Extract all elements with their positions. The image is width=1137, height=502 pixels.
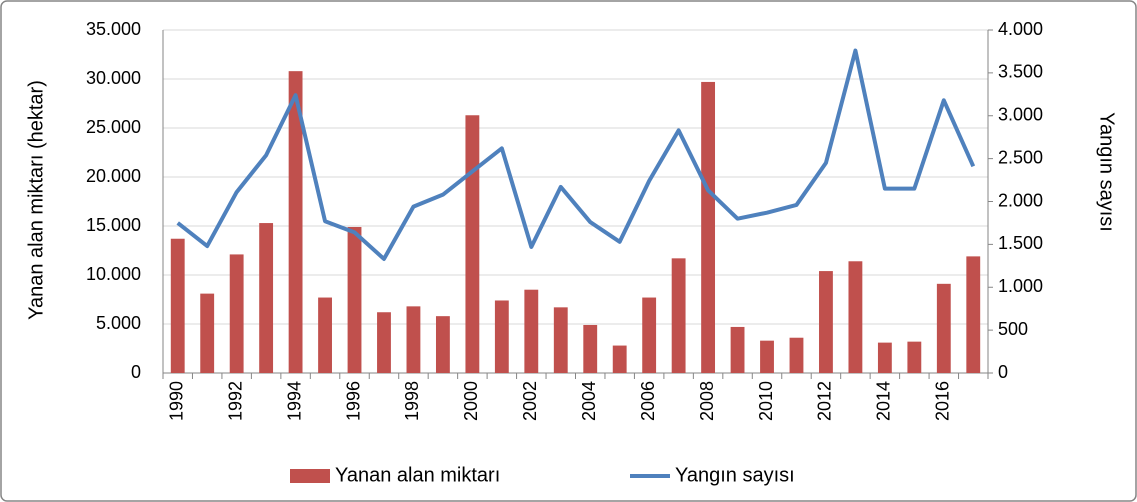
y-tick-label: 30.000 — [86, 68, 141, 88]
bar — [583, 324, 598, 373]
bar — [936, 283, 951, 373]
bar — [200, 293, 215, 373]
bar — [819, 271, 833, 373]
x-tick-label: 2000 — [461, 381, 481, 421]
y2-tick-label: 0 — [998, 362, 1008, 382]
bar — [288, 71, 303, 373]
y-tick-label: 5.000 — [96, 313, 141, 333]
bar — [612, 345, 627, 373]
x-tick-label: 1992 — [225, 381, 245, 421]
bar — [730, 326, 745, 373]
bar — [701, 81, 716, 373]
y-tick-label: 25.000 — [86, 117, 141, 137]
bar — [347, 226, 362, 373]
x-tick-label: 1998 — [402, 381, 422, 421]
bar — [671, 258, 686, 373]
bar — [760, 340, 774, 373]
x-tick-label: 2010 — [756, 381, 776, 421]
bar — [966, 256, 981, 373]
y2-tick-label: 1.500 — [998, 233, 1043, 253]
legend-label: Yangın sayısı — [675, 464, 795, 486]
y2-tick-label: 4.000 — [998, 19, 1043, 39]
y2-tick-label: 3.000 — [998, 105, 1043, 125]
y2-tick-label: 2.000 — [998, 190, 1043, 210]
bar — [494, 300, 509, 373]
bar — [406, 306, 421, 373]
bar — [848, 261, 863, 373]
bar — [524, 289, 539, 373]
x-tick-label: 2004 — [579, 381, 599, 421]
y-axis-title: Yanan alan miktarı (hektar) — [25, 80, 47, 320]
x-tick-label: 1996 — [343, 381, 363, 421]
bar — [642, 297, 657, 373]
x-tick-label: 2002 — [520, 381, 540, 421]
bar — [877, 342, 892, 373]
y-tick-label: 20.000 — [86, 166, 141, 186]
y2-tick-label: 3.500 — [998, 62, 1043, 82]
bar — [465, 115, 480, 373]
legend-swatch — [290, 469, 330, 483]
y2-axis-title: Yangın sayısı — [1096, 112, 1118, 232]
line — [176, 48, 976, 261]
y2-tick-label: 500 — [998, 319, 1028, 339]
x-tick-label: 2008 — [697, 381, 717, 421]
bar — [170, 238, 185, 373]
bar — [435, 316, 450, 373]
y-tick-label: 15.000 — [86, 215, 141, 235]
legend-label: Yanan alan miktarı — [335, 464, 500, 486]
x-tick-label: 2014 — [874, 381, 894, 421]
bar — [318, 297, 332, 373]
x-tick-label: 1994 — [284, 381, 304, 421]
bar — [907, 341, 922, 373]
x-tick-label: 2012 — [815, 381, 835, 421]
x-tick-label: 2006 — [638, 381, 658, 421]
y-tick-label: 35.000 — [86, 19, 141, 39]
bar — [259, 223, 274, 373]
x-tick-label: 1990 — [166, 381, 186, 421]
y-tick-label: 10.000 — [86, 264, 141, 284]
bar — [377, 312, 391, 373]
y2-tick-label: 2.500 — [998, 147, 1043, 167]
bar — [229, 254, 244, 373]
bar — [553, 307, 568, 373]
x-tick-label: 2016 — [933, 381, 953, 421]
y-tick-label: 0 — [131, 362, 141, 382]
bar — [789, 337, 804, 373]
y2-tick-label: 1.000 — [998, 276, 1043, 296]
